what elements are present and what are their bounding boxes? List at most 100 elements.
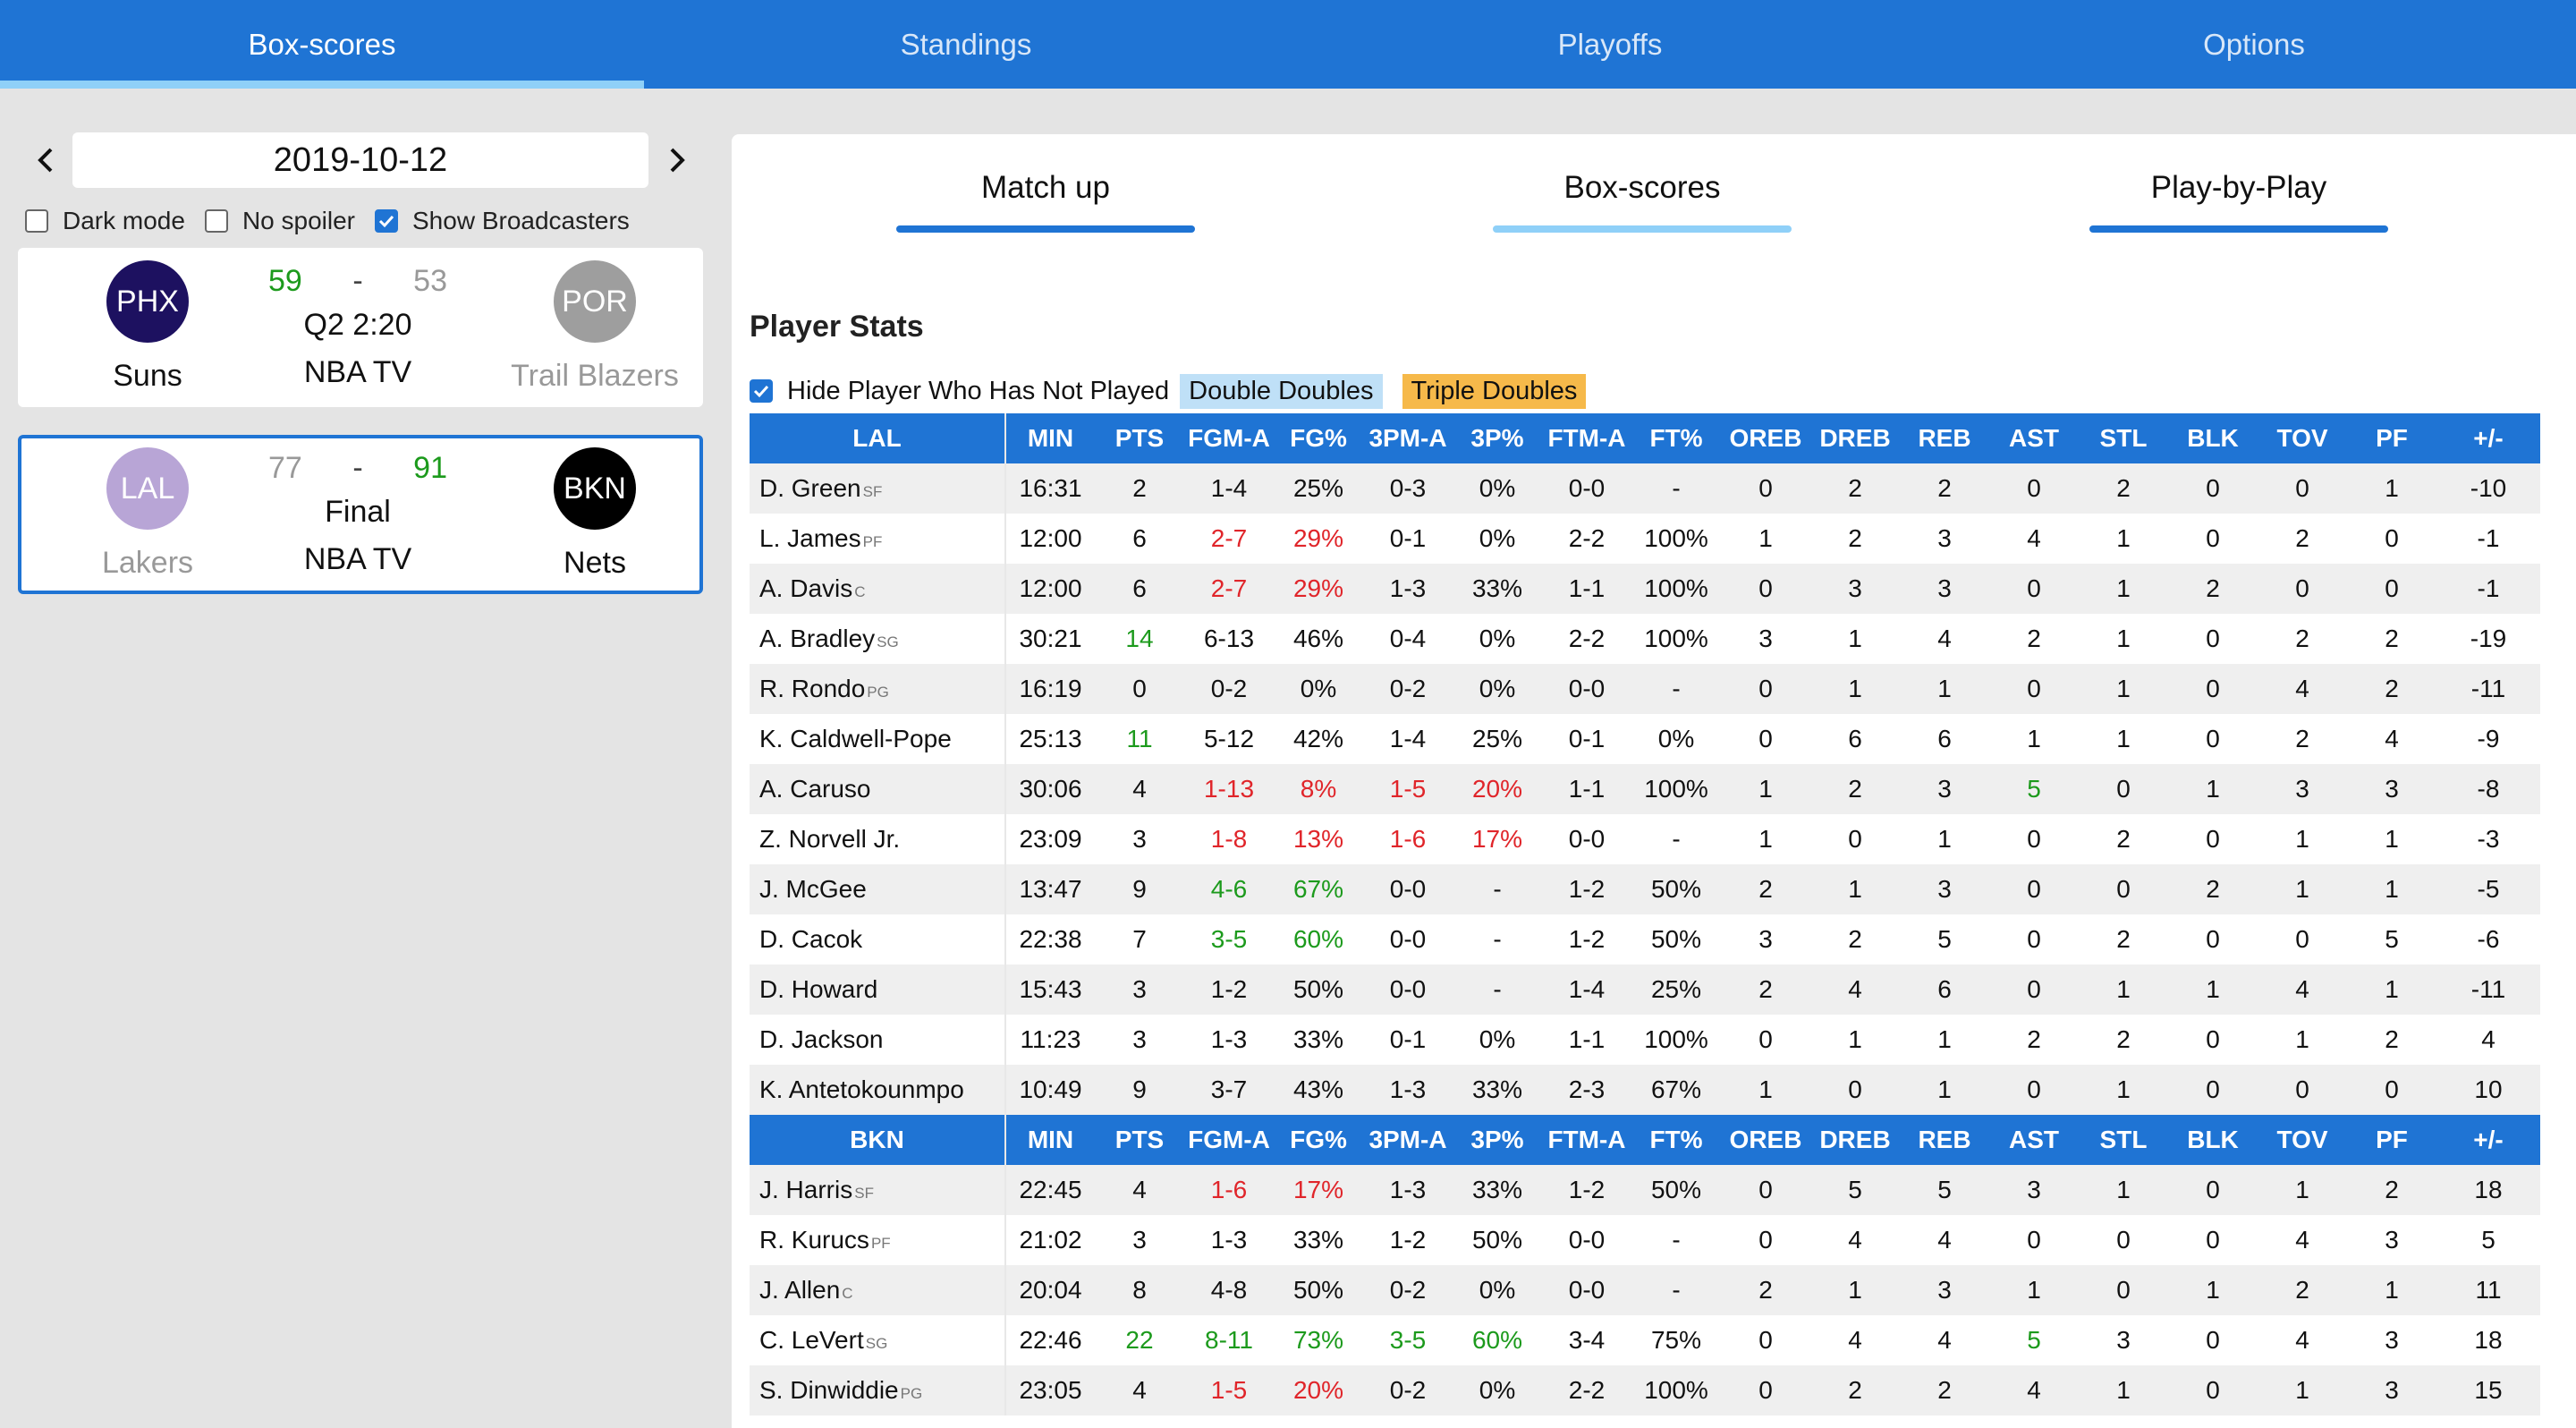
player-position: C [854, 583, 866, 600]
column-header[interactable]: FTM-A [1542, 1115, 1631, 1165]
game-card[interactable]: PHX Suns 59 - 53 Q2 2:20 NBA TV POR Trai… [18, 248, 703, 407]
prev-date-button[interactable] [25, 140, 66, 181]
column-header[interactable]: MIN [1005, 413, 1095, 463]
column-header[interactable]: 3PM-A [1363, 413, 1453, 463]
dark-mode-label: Dark mode [63, 207, 185, 234]
subtab-box-scores[interactable]: Box-scores [1493, 170, 1792, 233]
game-card-selected[interactable]: LAL Lakers 77 - 91 Final NBA TV BKN Nets [18, 435, 703, 594]
player-row: D. Jackson 11:23 3 1-3 33% 0-1 0% 1-1 100% 0 1 1 2 2 0… [750, 1015, 2540, 1065]
player-name[interactable]: A. Bradley [759, 625, 876, 652]
column-header[interactable]: FT% [1631, 1115, 1721, 1165]
stat-cell: 100% [1631, 1015, 1721, 1065]
column-header[interactable]: STL [2079, 1115, 2168, 1165]
column-header[interactable]: DREB [1810, 413, 1900, 463]
stat-cell: 0 [2168, 514, 2258, 564]
stat-cell: -1 [2436, 564, 2540, 614]
column-header[interactable]: FG% [1274, 413, 1363, 463]
column-header[interactable]: AST [1989, 413, 2079, 463]
player-name[interactable]: K. Caldwell-Pope [759, 725, 952, 752]
player-name[interactable]: K. Antetokounmpo [759, 1075, 964, 1103]
player-name[interactable]: L. James [759, 524, 861, 552]
no-spoiler-checkbox[interactable] [204, 209, 228, 233]
player-name[interactable]: D. Jackson [759, 1025, 884, 1053]
stat-cell: 4 [1095, 1165, 1184, 1215]
stat-cell: 4 [1810, 1215, 1900, 1265]
stat-cell: 9 [1095, 1065, 1184, 1115]
show-broadcasters-option[interactable]: Show Broadcasters [375, 207, 630, 235]
column-header[interactable]: BLK [2168, 1115, 2258, 1165]
player-name[interactable]: D. Howard [759, 975, 878, 1003]
player-name[interactable]: J. Harris [759, 1176, 853, 1203]
player-name[interactable]: R. Kurucs [759, 1226, 869, 1254]
player-name[interactable]: A. Davis [759, 574, 853, 602]
hide-not-played-checkbox[interactable] [750, 379, 773, 403]
player-name[interactable]: D. Green [759, 474, 861, 502]
nav-tab-box-scores[interactable]: Box-scores [0, 0, 644, 89]
stat-cell: 8 [1095, 1265, 1184, 1315]
nav-tab-options[interactable]: Options [2203, 27, 2305, 61]
stat-cell: 0 [2258, 914, 2347, 965]
stat-cell: 9 [1095, 864, 1184, 914]
player-name-cell: J. McGee [750, 864, 1006, 914]
stat-cell: 0 [2258, 564, 2347, 614]
stat-cell: 1-6 [1184, 1165, 1274, 1215]
stat-cell: 1-4 [1363, 714, 1453, 764]
column-header[interactable]: DREB [1810, 1115, 1900, 1165]
column-header[interactable]: PTS [1095, 1115, 1184, 1165]
column-header[interactable]: PF [2347, 1115, 2436, 1165]
player-name[interactable]: C. LeVert [759, 1326, 864, 1354]
subtab-play-by-play[interactable]: Play-by-Play [2089, 170, 2388, 233]
column-header[interactable]: MIN [1005, 1115, 1095, 1165]
stat-cell: 8-11 [1184, 1315, 1274, 1365]
column-header[interactable]: TOV [2258, 1115, 2347, 1165]
player-name[interactable]: R. Rondo [759, 675, 866, 702]
column-header[interactable]: FGM-A [1184, 413, 1274, 463]
column-header[interactable]: BLK [2168, 413, 2258, 463]
column-header[interactable]: +/- [2436, 1115, 2540, 1165]
column-header[interactable]: +/- [2436, 413, 2540, 463]
column-header[interactable]: OREB [1721, 1115, 1810, 1165]
dark-mode-option[interactable]: Dark mode [25, 207, 185, 235]
stat-cell: 0 [1810, 1065, 1900, 1115]
column-header[interactable]: PTS [1095, 413, 1184, 463]
stat-cell: - [1631, 1215, 1721, 1265]
stat-cell: 7 [1095, 914, 1184, 965]
show-broadcasters-checkbox[interactable] [375, 209, 398, 233]
stat-cell: 1 [1810, 864, 1900, 914]
player-name[interactable]: S. Dinwiddie [759, 1376, 899, 1404]
stat-cell: 0 [1989, 463, 2079, 514]
column-header[interactable]: 3P% [1453, 413, 1542, 463]
home-team: LAL Lakers [40, 447, 255, 581]
date-field[interactable]: 2019-10-12 [72, 132, 648, 188]
player-name-cell: A. Caruso [750, 764, 1006, 814]
triple-doubles-legend: Triple Doubles [1402, 373, 1587, 409]
player-name[interactable]: A. Caruso [759, 775, 871, 803]
column-header[interactable]: TOV [2258, 413, 2347, 463]
no-spoiler-option[interactable]: No spoiler [204, 207, 355, 235]
player-name[interactable]: J. Allen [759, 1276, 841, 1304]
stat-cell: 16:31 [1005, 463, 1095, 514]
column-header[interactable]: REB [1900, 1115, 1989, 1165]
column-header[interactable]: AST [1989, 1115, 2079, 1165]
column-header[interactable]: REB [1900, 413, 1989, 463]
player-name[interactable]: J. McGee [759, 875, 867, 903]
nav-tab-playoffs[interactable]: Playoffs [1557, 27, 1663, 61]
column-header[interactable]: FTM-A [1542, 413, 1631, 463]
nav-tab-standings[interactable]: Standings [900, 27, 1032, 61]
next-date-button[interactable] [657, 140, 698, 181]
column-header[interactable]: 3P% [1453, 1115, 1542, 1165]
team-header-row: LAL MIN PTS FGM-A FG% 3PM-A 3P% FTM-A FT% OREB DRE… [750, 413, 2540, 463]
column-header[interactable]: 3PM-A [1363, 1115, 1453, 1165]
column-header[interactable]: FGM-A [1184, 1115, 1274, 1165]
column-header[interactable]: OREB [1721, 413, 1810, 463]
player-name[interactable]: Z. Norvell Jr. [759, 825, 901, 853]
subtab-match-up[interactable]: Match up [896, 170, 1195, 233]
column-header[interactable]: STL [2079, 413, 2168, 463]
column-header[interactable]: FG% [1274, 1115, 1363, 1165]
player-name[interactable]: D. Cacok [759, 925, 863, 953]
dark-mode-checkbox[interactable] [25, 209, 48, 233]
stat-cell: 1 [2347, 814, 2436, 864]
player-row: A. Davis C 12:00 6 2-7 29% 1-3 33% 1-1 100% 0 3 3 0 1 2… [750, 564, 2540, 614]
column-header[interactable]: FT% [1631, 413, 1721, 463]
column-header[interactable]: PF [2347, 413, 2436, 463]
